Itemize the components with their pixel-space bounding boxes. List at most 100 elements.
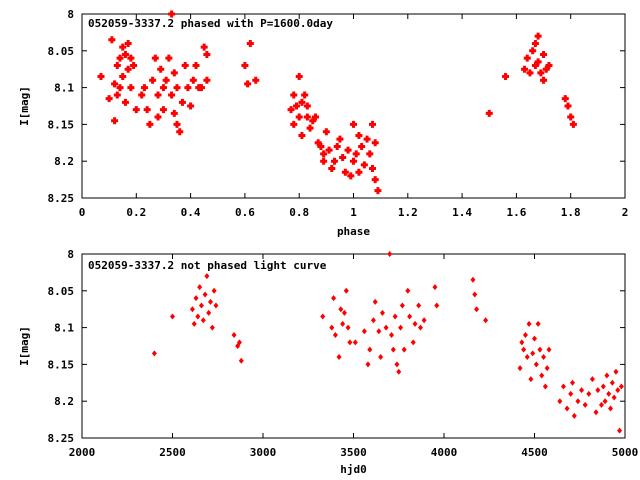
data-point <box>336 135 344 143</box>
data-point <box>200 317 206 324</box>
data-point <box>238 357 244 364</box>
x-tick-label: 4000 <box>431 446 458 459</box>
data-point <box>200 43 208 51</box>
data-point <box>119 73 127 81</box>
data-point <box>330 157 338 165</box>
data-point <box>531 62 539 70</box>
data-point <box>173 84 181 92</box>
y-tick-label: 8.25 <box>48 192 75 205</box>
data-point <box>606 390 612 397</box>
data-point <box>531 39 539 47</box>
data-point <box>521 65 529 73</box>
data-point <box>434 302 440 309</box>
data-point <box>127 84 135 92</box>
data-point <box>341 309 347 316</box>
x-tick-label: 3000 <box>250 446 277 459</box>
data-point <box>170 313 175 320</box>
x-tick-label: 5000 <box>612 446 639 459</box>
data-point <box>567 113 575 121</box>
x-tick-label: 0.4 <box>181 206 201 219</box>
y-tick-label: 8 <box>67 248 74 261</box>
data-point <box>390 346 396 353</box>
data-point <box>320 157 328 165</box>
data-point <box>320 313 326 320</box>
data-point <box>521 346 527 353</box>
data-point <box>394 361 400 368</box>
data-point <box>336 354 342 361</box>
data-point <box>561 95 569 103</box>
data-point <box>192 62 200 70</box>
data-point <box>111 80 119 88</box>
data-point <box>202 291 208 298</box>
data-point <box>347 172 355 180</box>
data-point <box>371 139 379 147</box>
chart-title: 052059-3337.2 phased with P=1600.0day <box>88 17 333 30</box>
data-point <box>290 120 298 128</box>
data-point <box>523 54 531 62</box>
data-point <box>197 84 205 92</box>
data-point <box>116 54 124 62</box>
data-point <box>526 320 532 327</box>
data-point <box>211 287 217 294</box>
data-point <box>329 324 335 331</box>
data-point <box>352 339 358 346</box>
data-point <box>341 168 349 176</box>
data-point <box>485 109 493 117</box>
data-point <box>298 131 306 139</box>
x-tick-label: 0 <box>79 206 86 219</box>
data-series <box>151 251 624 434</box>
data-point <box>589 376 595 383</box>
data-point <box>617 427 623 434</box>
data-point <box>369 165 377 173</box>
data-point <box>170 109 178 117</box>
data-point <box>363 135 371 143</box>
x-tick-label: 2500 <box>159 446 186 459</box>
data-point <box>519 339 525 346</box>
data-series <box>97 10 577 195</box>
data-point <box>317 142 325 150</box>
data-point <box>593 409 599 416</box>
data-point <box>303 102 311 110</box>
data-point <box>355 131 363 139</box>
data-point <box>586 390 592 397</box>
data-point <box>213 302 219 309</box>
data-point <box>140 84 148 92</box>
data-point <box>613 368 619 375</box>
y-tick-label: 8.05 <box>48 285 75 298</box>
data-point <box>314 139 322 147</box>
data-point <box>542 383 548 390</box>
data-point <box>369 120 377 128</box>
data-point <box>113 91 121 99</box>
data-point <box>405 287 411 294</box>
data-point <box>165 54 173 62</box>
data-point <box>111 117 119 125</box>
data-point <box>568 390 574 397</box>
data-point <box>532 335 537 342</box>
data-point <box>524 354 530 361</box>
plot-frame <box>81 253 626 439</box>
data-point <box>392 313 398 320</box>
data-point <box>130 62 138 70</box>
data-point <box>206 309 212 316</box>
data-point <box>157 65 165 73</box>
data-point <box>570 379 576 386</box>
data-point <box>241 62 249 70</box>
data-point <box>138 91 146 99</box>
data-point <box>189 306 195 313</box>
y-tick-label: 8.15 <box>48 118 75 131</box>
data-point <box>401 346 407 353</box>
data-point <box>331 295 337 302</box>
data-point <box>236 339 242 346</box>
data-point <box>539 372 545 379</box>
data-point <box>376 328 382 335</box>
data-point <box>340 320 346 327</box>
data-point <box>168 91 176 99</box>
x-tick-label: 0.8 <box>289 206 309 219</box>
data-point <box>121 50 129 58</box>
data-point <box>143 106 151 114</box>
data-point <box>311 113 319 121</box>
data-point <box>608 405 614 412</box>
data-point <box>522 331 528 338</box>
data-point <box>322 128 330 136</box>
